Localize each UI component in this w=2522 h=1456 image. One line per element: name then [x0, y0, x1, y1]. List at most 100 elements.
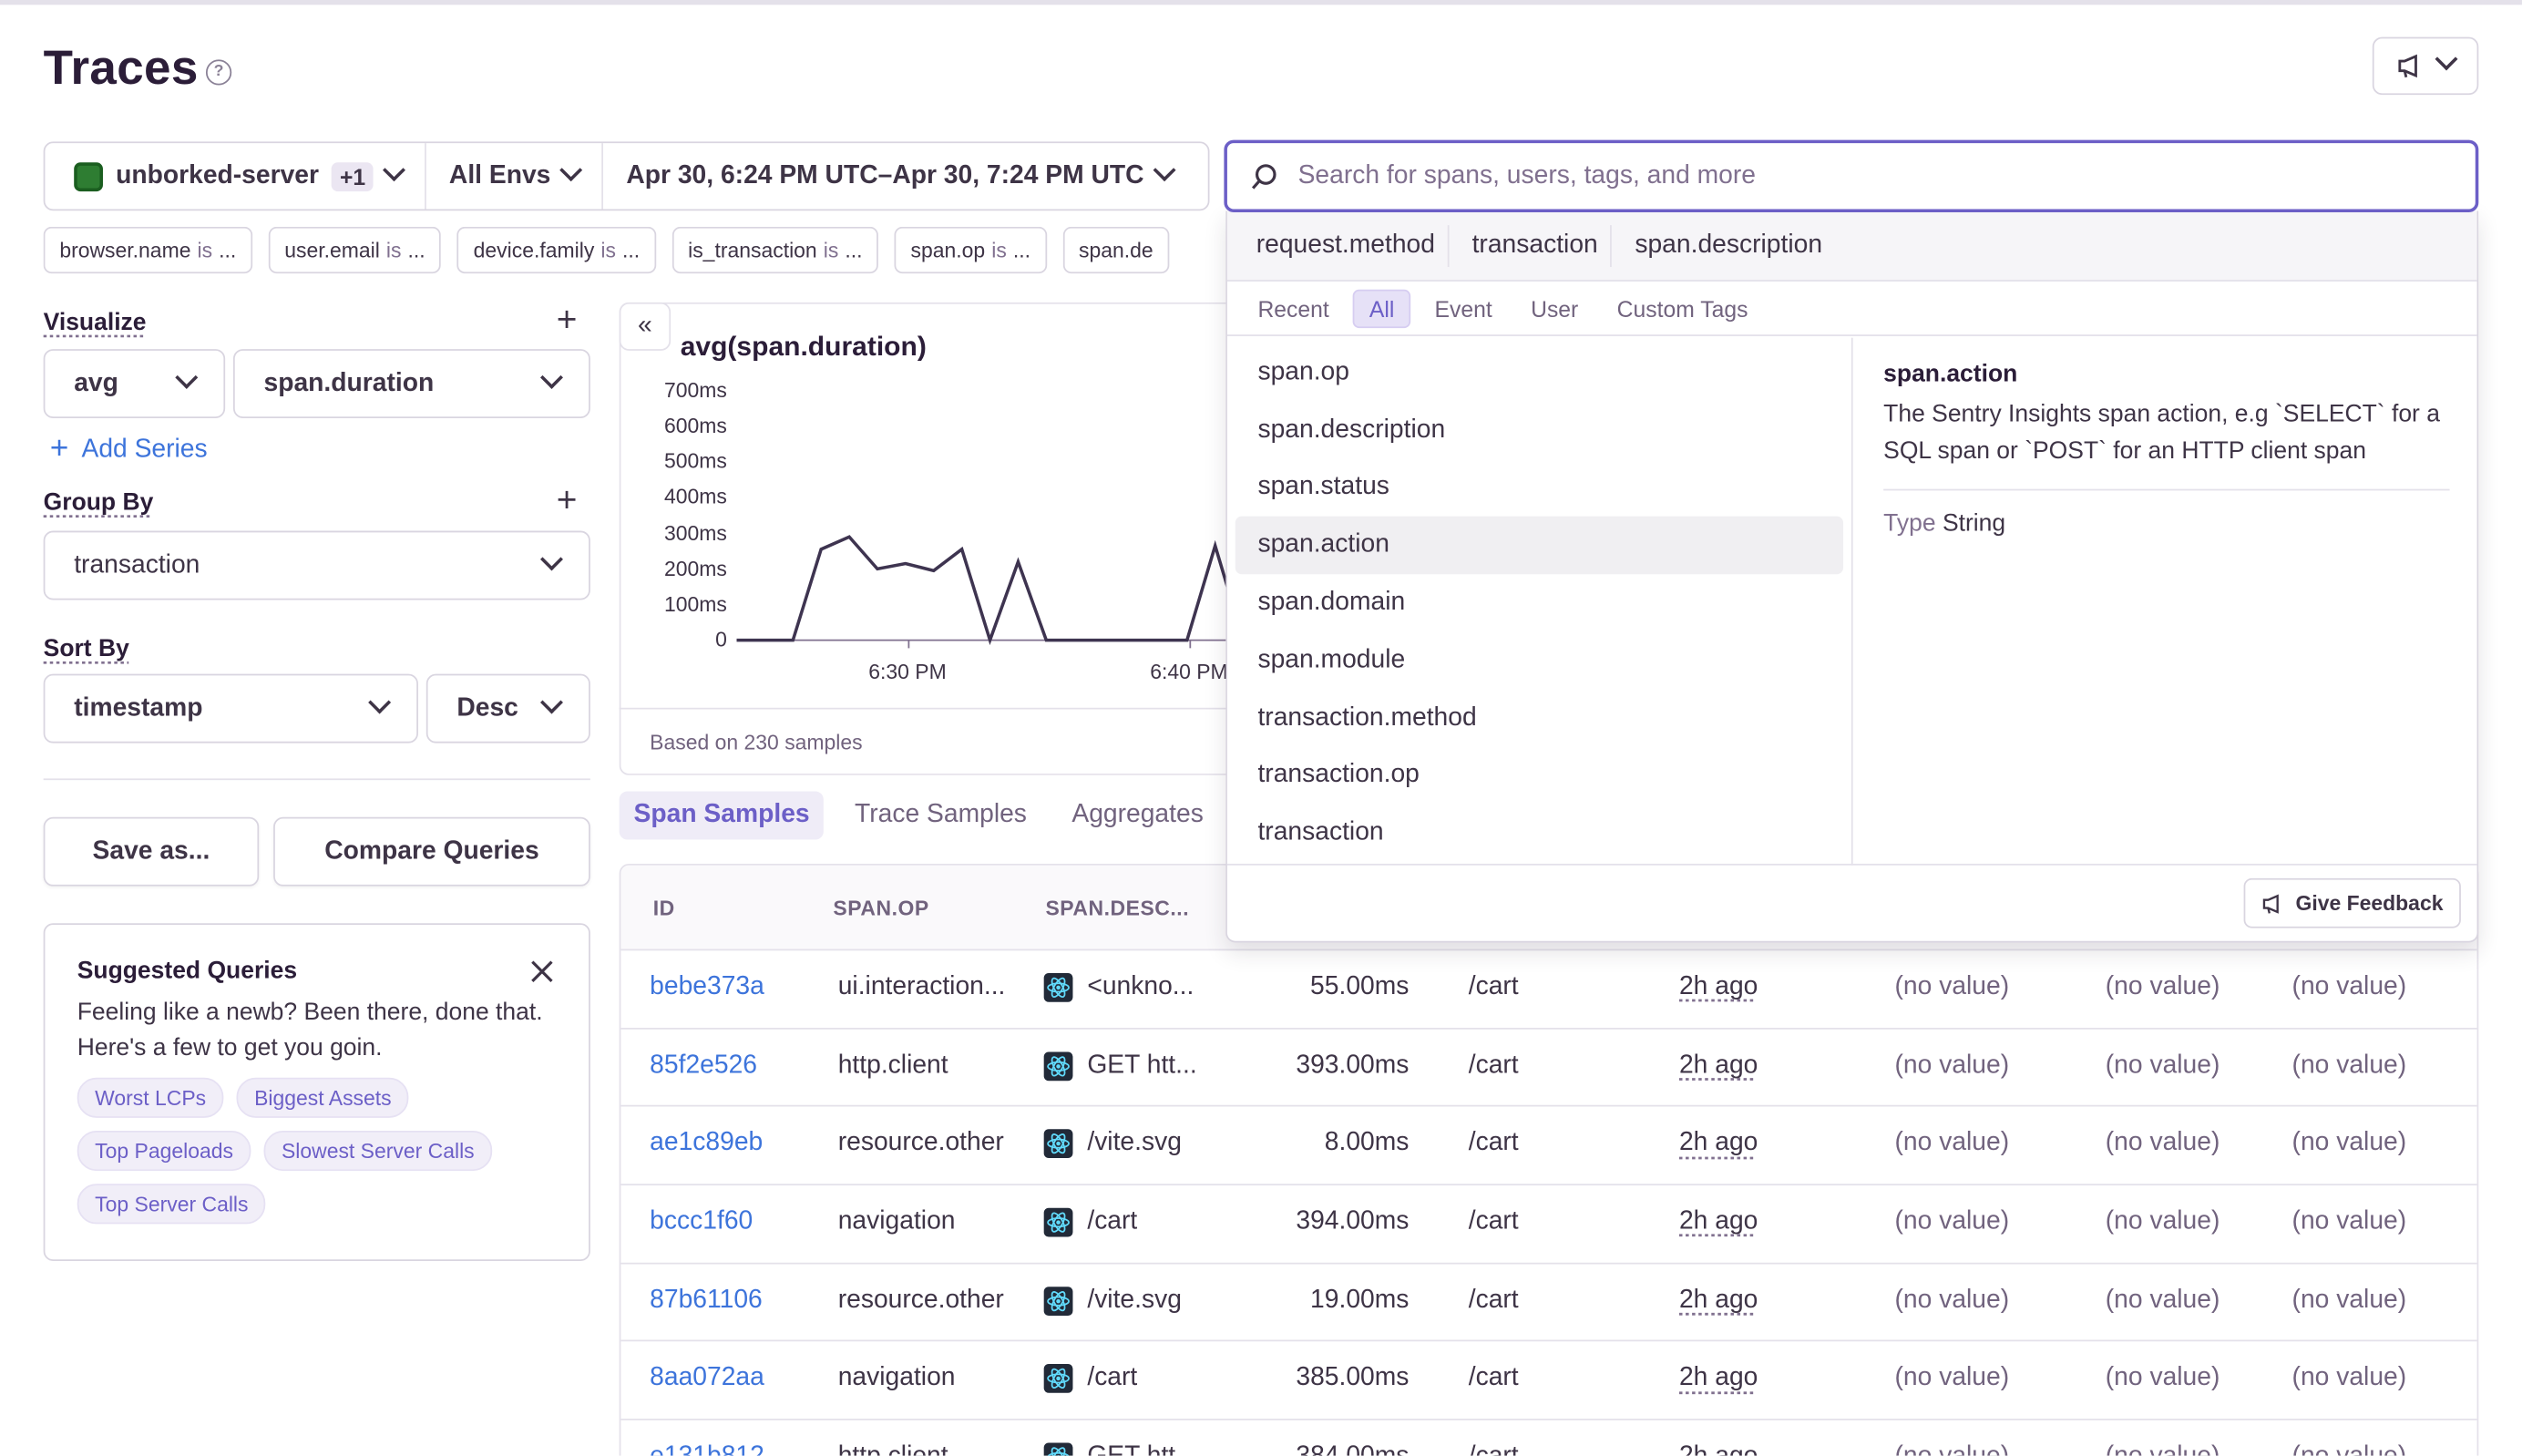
row-span-op: http.client [838, 1443, 948, 1456]
row-id-link[interactable]: bccc1f60 [650, 1207, 754, 1236]
category-custom-tags[interactable]: Custom Tags [1616, 294, 1748, 322]
date-range-selector[interactable]: Apr 30, 6:24 PM UTC–Apr 30, 7:24 PM UTC [604, 143, 1195, 209]
row-id-link[interactable]: 85f2e526 [650, 1051, 757, 1079]
row-id-link[interactable]: 87b61106 [650, 1286, 763, 1314]
suggestion-list: span.op span.description span.status spa… [1227, 337, 1853, 866]
react-platform-icon [1043, 1364, 1073, 1394]
env-label: All Envs [448, 161, 551, 190]
table-row[interactable]: ae1c89eb resource.other/vite.svg 8.00ms/ca… [620, 1107, 2477, 1186]
category-recent[interactable]: Recent [1257, 294, 1329, 322]
table-row[interactable]: e131b812 http.client GET htt... 384.00ms/ca… [620, 1420, 2476, 1456]
react-platform-icon [1043, 1129, 1073, 1159]
table-row[interactable]: bebe373a ui.interaction... <unkno... 55.00m… [620, 950, 2477, 1030]
table-row[interactable]: 8aa072aa navigation/cart 385.00ms/cart 2h a… [620, 1342, 2477, 1420]
env-selector[interactable]: All Envs [426, 143, 604, 210]
row-id-link[interactable]: e131b812 [650, 1443, 764, 1456]
aggregate-function-select[interactable]: avg [43, 349, 226, 418]
chevron-down-icon [383, 158, 406, 181]
tab-aggregates[interactable]: Aggregates [1071, 801, 1204, 829]
filter-chip[interactable]: span.de [1062, 226, 1170, 274]
suggestion-item[interactable]: transaction [1257, 819, 1384, 847]
table-row[interactable]: 85f2e526 http.client GET htt... 393.00ms/ca… [620, 1029, 2477, 1108]
suggested-query-tag[interactable]: Slowest Server Calls [263, 1131, 493, 1172]
detail-type: Type String [1883, 510, 2449, 538]
group-by-label: Group By [43, 488, 154, 517]
search-placeholder: Search for spans, users, tags, and more [1297, 161, 1756, 190]
project-name: unborked-server [116, 161, 319, 190]
chip-value: ... [622, 238, 641, 262]
help-icon[interactable]: ? [205, 59, 232, 86]
recent-search-item[interactable]: transaction [1459, 224, 1613, 267]
category-all[interactable]: All [1353, 288, 1411, 328]
suggested-query-tag[interactable]: Top Server Calls [77, 1184, 266, 1225]
row-id-link[interactable]: 8aa072aa [650, 1364, 764, 1392]
close-icon[interactable] [528, 957, 557, 986]
table-row[interactable]: bccc1f60 navigation/cart 394.00ms/cart 2h a… [620, 1185, 2477, 1265]
chip-value: ... [1012, 238, 1031, 262]
filter-chip[interactable]: span.op is... [894, 226, 1047, 274]
search-input[interactable]: Search for spans, users, tags, and more [1224, 139, 2479, 213]
suggestion-item[interactable]: span.module [1257, 646, 1406, 674]
save-as-button[interactable]: Save as... [43, 816, 260, 887]
row-empty-value: (no value) [2291, 1051, 2407, 1079]
filter-chip[interactable]: device.family is... [457, 226, 656, 274]
suggestion-item[interactable]: span.description [1257, 415, 1446, 444]
project-selector[interactable]: unborked-server +1 [45, 143, 427, 210]
row-timestamp: 2h ago [1678, 1364, 1758, 1392]
react-platform-icon [1043, 1442, 1073, 1456]
row-span-op: resource.other [837, 1129, 1004, 1157]
filter-chip[interactable]: user.email is... [268, 226, 442, 274]
filter-chip[interactable]: is_transaction is... [672, 226, 879, 274]
suggestion-item[interactable]: transaction.method [1257, 703, 1477, 732]
column-header-span-op[interactable]: SPAN.OP [833, 896, 929, 920]
chip-op: is [600, 238, 616, 262]
category-user[interactable]: User [1531, 294, 1579, 322]
row-empty-value: (no value) [2105, 973, 2220, 1001]
chip-key: user.email [284, 238, 380, 262]
group-by-select[interactable]: transaction [43, 530, 590, 600]
chevron-down-icon [540, 690, 563, 713]
row-empty-value: (no value) [2292, 1443, 2407, 1456]
row-id-link[interactable]: ae1c89eb [650, 1129, 764, 1157]
tab-span-samples[interactable]: Span Samples [619, 791, 825, 840]
compare-queries-button[interactable]: Compare Queries [273, 816, 590, 887]
suggestion-detail: span.action The Sentry Insights span act… [1883, 360, 2450, 538]
y-tick-label: 0 [715, 627, 727, 651]
row-empty-value: (no value) [2291, 1207, 2407, 1236]
tab-trace-samples[interactable]: Trace Samples [855, 801, 1027, 829]
suggestion-item[interactable]: span.op [1257, 358, 1349, 386]
add-visualize-icon[interactable]: + [556, 299, 578, 340]
recent-search-item[interactable]: request.method [1244, 224, 1450, 267]
suggested-query-tag[interactable]: Top Pageloads [77, 1131, 251, 1172]
feedback-menu-button[interactable] [2372, 36, 2479, 96]
suggestion-item[interactable]: transaction.op [1257, 761, 1420, 789]
group-by-value: transaction [74, 550, 200, 579]
recent-search-item[interactable]: span.description [1635, 231, 1823, 259]
y-tick-label: 500ms [664, 448, 727, 473]
column-header-id[interactable]: ID [652, 896, 675, 920]
sort-direction-select[interactable]: Desc [425, 673, 590, 743]
table-row[interactable]: 87b61106 resource.other/vite.svg 19.00ms/c… [620, 1264, 2477, 1343]
row-empty-value: (no value) [2291, 1286, 2407, 1314]
chip-value: ... [219, 238, 237, 262]
page-filter-bar: unborked-server +1 All Envs Apr 30, 6:24… [43, 141, 1210, 211]
column-header-span-description[interactable]: SPAN.DESC... [1045, 896, 1190, 920]
add-group-by-icon[interactable]: + [556, 479, 578, 520]
suggestion-item[interactable]: span.status [1257, 473, 1389, 501]
add-series-button[interactable]: + Add Series [50, 431, 208, 468]
row-id-link[interactable]: bebe373a [650, 973, 764, 1001]
sort-field-select[interactable]: timestamp [43, 673, 418, 743]
filter-chip[interactable]: browser.name is... [43, 226, 252, 274]
chip-key: span.op [910, 238, 986, 262]
collapse-sidebar-icon[interactable]: « [619, 302, 672, 351]
category-event[interactable]: Event [1434, 294, 1492, 322]
suggestion-item[interactable]: span.domain [1257, 589, 1406, 617]
row-span-description: GET htt... [1087, 1051, 1197, 1079]
give-feedback-button[interactable]: Give Feedback [2243, 877, 2461, 928]
row-span-description: GET htt... [1087, 1443, 1196, 1456]
suggested-query-tag[interactable]: Biggest Assets [236, 1077, 410, 1118]
aggregate-field-select[interactable]: span.duration [232, 349, 590, 418]
row-timestamp: 2h ago [1678, 1207, 1758, 1236]
suggested-query-tag[interactable]: Worst LCPs [77, 1077, 224, 1118]
suggestion-item-highlighted[interactable]: span.action [1235, 517, 1844, 575]
